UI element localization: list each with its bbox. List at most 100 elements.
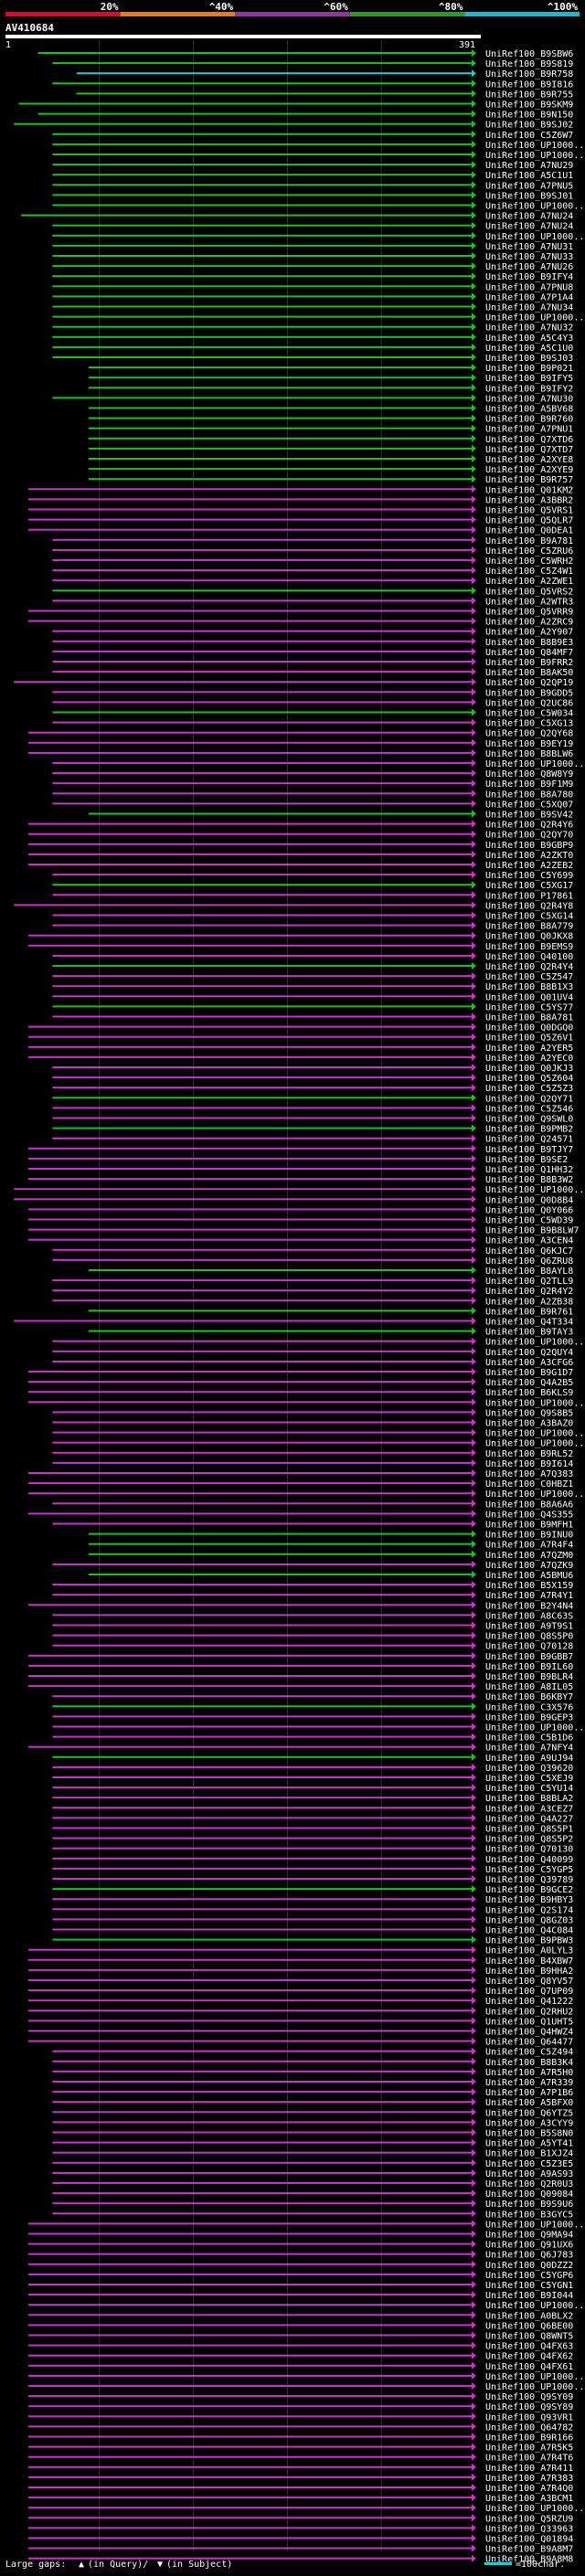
hit-label[interactable]: UniRef100_Q9MA94: [485, 2231, 573, 2241]
hit-row[interactable]: UniRef100_A7R411: [28, 2463, 573, 2474]
hit-row[interactable]: UniRef100_Q84MF7: [52, 647, 573, 658]
hit-row[interactable]: UniRef100_A7R5K5: [28, 2443, 573, 2454]
hit-label[interactable]: UniRef100_Q4FX61: [485, 2362, 573, 2372]
hit-label[interactable]: UniRef100_B9A781: [485, 536, 573, 546]
hit-label[interactable]: UniRef100_Q1UHT5: [485, 2017, 573, 2027]
hit-row[interactable]: UniRef100_UP1000...: [52, 232, 585, 242]
hit-label[interactable]: UniRef100_B9A8M8: [485, 2555, 573, 2565]
hit-label[interactable]: UniRef100_A9AS93: [485, 2169, 573, 2179]
hit-row[interactable]: UniRef100_Q5VRS1: [28, 505, 573, 516]
hit-row[interactable]: UniRef100_C5Z547: [52, 972, 573, 982]
hit-label[interactable]: UniRef100_C5W034: [485, 709, 573, 719]
hit-row[interactable]: UniRef100_Q8S5P0: [52, 1631, 573, 1642]
hit-label[interactable]: UniRef100_B9INU0: [485, 1531, 573, 1541]
hit-row[interactable]: UniRef100_UP1000...: [14, 1185, 585, 1195]
hit-row[interactable]: UniRef100_Q64477: [28, 2037, 573, 2048]
hit-row[interactable]: UniRef100_A2ZKT0: [28, 850, 573, 861]
hit-label[interactable]: UniRef100_B9R755: [485, 90, 573, 100]
hit-row[interactable]: UniRef100_A7P1B6: [52, 2088, 573, 2098]
hit-row[interactable]: UniRef100_UP1000...: [52, 1428, 585, 1439]
hit-label[interactable]: UniRef100_B9SV42: [485, 811, 573, 821]
hit-row[interactable]: UniRef100_Q70128: [52, 1641, 573, 1652]
hit-label[interactable]: UniRef100_Q2S174: [485, 1905, 573, 1915]
hit-row[interactable]: UniRef100_B9R761: [88, 1307, 573, 1317]
hit-label[interactable]: UniRef100_B9TAY3: [485, 1328, 573, 1338]
hit-label[interactable]: UniRef100_Q40100: [485, 952, 573, 962]
hit-label[interactable]: UniRef100_A2YEC0: [485, 1054, 573, 1064]
hit-row[interactable]: UniRef100_UP1000...: [28, 2504, 585, 2514]
hit-label[interactable]: UniRef100_Q70130: [485, 1845, 573, 1855]
hit-row[interactable]: UniRef100_B9GBP9: [28, 840, 573, 851]
hit-label[interactable]: UniRef100_A3BAZ0: [485, 1419, 573, 1429]
hit-row[interactable]: UniRef100_Q2QY68: [28, 728, 573, 739]
hit-label[interactable]: UniRef100_B9R758: [485, 69, 573, 80]
hit-row[interactable]: UniRef100_C5XQ07: [52, 800, 573, 810]
hit-label[interactable]: UniRef100_Q0DEA1: [485, 526, 573, 536]
hit-label[interactable]: UniRef100_A7NU34: [485, 303, 573, 313]
hit-label[interactable]: UniRef100_C5YGP6: [485, 2271, 573, 2281]
hit-label[interactable]: UniRef100_B9RL52: [485, 1449, 573, 1459]
hit-row[interactable]: UniRef100_B1XJZ4: [52, 2148, 573, 2159]
hit-label[interactable]: UniRef100_C5XEJ9: [485, 1774, 573, 1784]
hit-row[interactable]: UniRef100_B5S8N0: [52, 2128, 573, 2139]
hit-row[interactable]: UniRef100_A7PNU5: [52, 181, 573, 191]
hit-row[interactable]: UniRef100_B8A780: [52, 790, 573, 800]
hit-row[interactable]: UniRef100_Q24571: [52, 1134, 573, 1145]
hit-label[interactable]: UniRef100_C5WD39: [485, 1216, 573, 1226]
hit-row[interactable]: UniRef100_Q0DGQ0: [28, 1023, 573, 1034]
hit-label[interactable]: UniRef100_B8A6A6: [485, 1500, 573, 1510]
hit-label[interactable]: UniRef100_Q8WNT5: [485, 2332, 573, 2342]
hit-label[interactable]: UniRef100_B9SKM9: [485, 101, 573, 111]
hit-row[interactable]: UniRef100_A5BV68: [88, 404, 573, 415]
hit-row[interactable]: UniRef100_Q5Z6V1: [28, 1033, 573, 1044]
hit-row[interactable]: UniRef100_C5W034: [52, 708, 573, 719]
hit-label[interactable]: UniRef100_B1XJZ4: [485, 2149, 573, 2159]
hit-label[interactable]: UniRef100_B5S8N0: [485, 2129, 573, 2139]
hit-row[interactable]: UniRef100_B9MFH1: [52, 1520, 573, 1531]
hit-row[interactable]: UniRef100_Q5RZU9: [28, 2514, 573, 2524]
hit-row[interactable]: UniRef100_A3CEN4: [28, 1235, 573, 1246]
hit-label[interactable]: UniRef100_Q8YV57: [485, 1977, 573, 1987]
hit-row[interactable]: UniRef100_Q8S5P1: [52, 1824, 573, 1835]
hit-label[interactable]: UniRef100_C5Z547: [485, 972, 573, 982]
hit-row[interactable]: UniRef100_Q41222: [28, 1997, 573, 2007]
hit-row[interactable]: UniRef100_Q4HWZ4: [28, 2027, 573, 2038]
hit-label[interactable]: UniRef100_B8AYL8: [485, 1267, 573, 1277]
hit-row[interactable]: UniRef100_Q8S5P2: [52, 1834, 573, 1845]
hit-label[interactable]: UniRef100_Q0Y066: [485, 1205, 573, 1215]
hit-label[interactable]: UniRef100_Q2QUY4: [485, 1348, 573, 1358]
hit-label[interactable]: UniRef100_B9SBW6: [485, 49, 573, 59]
hit-row[interactable]: UniRef100_Q0DEA1: [28, 525, 573, 536]
hit-label[interactable]: UniRef100_Q2QY71: [485, 1094, 573, 1104]
hit-row[interactable]: UniRef100_A7NU33: [52, 252, 573, 262]
hit-row[interactable]: UniRef100_B9RL52: [52, 1448, 573, 1459]
hit-label[interactable]: UniRef100_B9R757: [485, 475, 573, 485]
hit-row[interactable]: UniRef100_Q1HH32: [28, 1165, 573, 1175]
hit-label[interactable]: UniRef100_A7PNU1: [485, 425, 573, 435]
hit-label[interactable]: UniRef100_Q40099: [485, 1855, 573, 1865]
hit-label[interactable]: UniRef100_Q5VRS2: [485, 587, 573, 597]
hit-label[interactable]: UniRef100_B5X159: [485, 1581, 573, 1591]
hit-label[interactable]: UniRef100_UP1000...: [485, 151, 585, 161]
hit-row[interactable]: UniRef100_B9SE2: [28, 1154, 568, 1165]
hit-row[interactable]: UniRef100_UP1000...: [52, 140, 585, 151]
hit-row[interactable]: UniRef100_Q0JKJ3: [52, 1064, 573, 1074]
hit-label[interactable]: UniRef100_A0LYL3: [485, 1946, 573, 1956]
hit-row[interactable]: UniRef100_C0HBZ1: [28, 1479, 573, 1489]
hit-row[interactable]: UniRef100_Q4C084: [52, 1925, 573, 1936]
hit-row[interactable]: UniRef100_B9IFY5: [88, 374, 573, 384]
hit-label[interactable]: UniRef100_C5YGP5: [485, 1865, 573, 1875]
hit-row[interactable]: UniRef100_Q0Y066: [28, 1205, 573, 1215]
hit-row[interactable]: UniRef100_B8AK50: [52, 668, 573, 678]
hit-row[interactable]: UniRef100_A3CEZ7: [52, 1804, 573, 1814]
hit-label[interactable]: UniRef100_Q33963: [485, 2524, 573, 2534]
hit-row[interactable]: UniRef100_Q4FX61: [28, 2361, 573, 2372]
hit-row[interactable]: UniRef100_B8A6A6: [52, 1500, 573, 1510]
hit-row[interactable]: UniRef100_C5XG17: [52, 881, 573, 891]
hit-row[interactable]: UniRef100_A7R383: [28, 2473, 573, 2484]
hit-row[interactable]: UniRef100_A9UJ94: [52, 1753, 573, 1764]
hit-label[interactable]: UniRef100_B9I044: [485, 2291, 573, 2301]
hit-label[interactable]: UniRef100_Q0JKJ3: [485, 1064, 573, 1074]
hit-row[interactable]: UniRef100_UP1000...: [52, 759, 585, 769]
hit-label[interactable]: UniRef100_UP1000...: [485, 141, 585, 151]
